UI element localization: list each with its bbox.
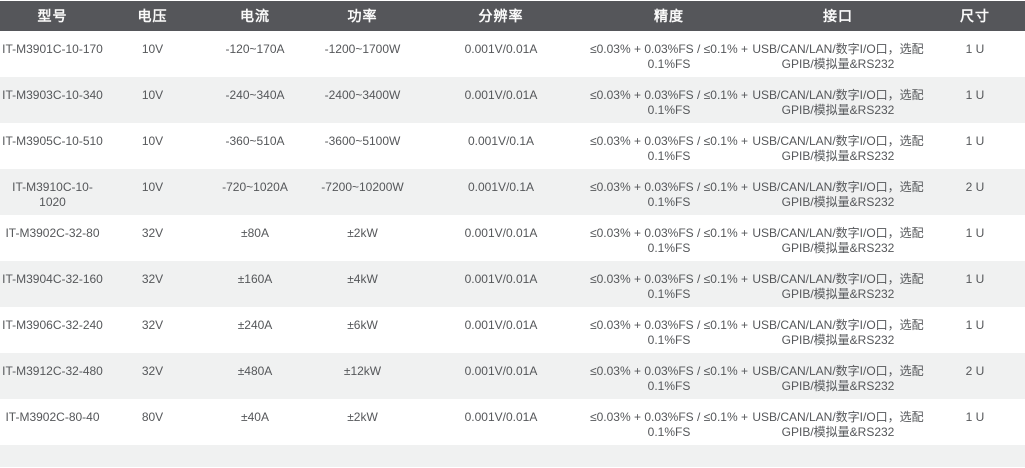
cell-accuracy: ≤0.03% + 0.03%FS / ≤0.1% + 0.1%FS (590, 364, 748, 393)
cell-accuracy: ≤0.03% + 0.03%FS / ≤0.1% + 0.1%FS (590, 318, 748, 347)
column-header-model: 型号 (0, 1, 105, 31)
cell-accuracy: ≤0.03% + 0.03%FS / ≤0.1% + 0.1%FS (590, 134, 748, 163)
table-row: IT-M3912C-32-480 32V ±480A ±12kW 0.001V/0.01… (0, 353, 1025, 399)
cell-size: 1 U (965, 272, 985, 286)
specs-table: 型号 电压 电流 功率 分辨率 精度 接口 尺寸 IT-M3901C-10-17… (0, 1, 1025, 445)
cell-resolution: 0.001V/0.01A (464, 364, 538, 378)
cell-accuracy: ≤0.03% + 0.03%FS / ≤0.1% + 0.1%FS (590, 42, 748, 71)
column-header-power: 功率 (310, 1, 415, 31)
cell-current: ±480A (237, 364, 273, 378)
cell-model: IT-M3905C-10-510 (2, 134, 103, 148)
cell-interface: USB/CAN/LAN/数字I/O口，选配GPIB/模拟量&RS232 (752, 226, 924, 255)
cell-current: ±240A (237, 318, 273, 332)
cell-accuracy: ≤0.03% + 0.03%FS / ≤0.1% + 0.1%FS (590, 226, 748, 255)
cell-interface: USB/CAN/LAN/数字I/O口，选配GPIB/模拟量&RS232 (752, 134, 924, 163)
column-header-accuracy: 精度 (587, 1, 751, 31)
cell-size: 1 U (965, 42, 985, 56)
cell-power: -1200~1700W (324, 42, 401, 56)
cell-accuracy: ≤0.03% + 0.03%FS / ≤0.1% + 0.1%FS (590, 180, 748, 209)
cell-voltage: 10V (141, 180, 164, 194)
cell-interface: USB/CAN/LAN/数字I/O口，选配GPIB/模拟量&RS232 (752, 364, 924, 393)
cell-voltage: 80V (141, 410, 164, 424)
cell-model: IT-M3906C-32-240 (2, 318, 103, 332)
column-header-current: 电流 (200, 1, 310, 31)
cell-resolution: 0.001V/0.01A (464, 42, 538, 56)
cell-resolution: 0.001V/0.1A (467, 180, 535, 194)
cell-current: ±160A (237, 272, 273, 286)
table-row: IT-M3905C-10-510 10V -360~510A -3600~5100W 0… (0, 123, 1025, 169)
cell-power: -2400~3400W (324, 88, 401, 102)
cell-power: ±2kW (347, 226, 378, 240)
table-body: IT-M3901C-10-170 10V -120~170A -1200~1700W 0… (0, 31, 1025, 445)
cell-current: -360~510A (225, 134, 285, 148)
cell-power: ±6kW (347, 318, 378, 332)
cell-accuracy: ≤0.03% + 0.03%FS / ≤0.1% + 0.1%FS (590, 88, 748, 117)
cell-accuracy: ≤0.03% + 0.03%FS / ≤0.1% + 0.1%FS (590, 410, 748, 439)
cell-interface: USB/CAN/LAN/数字I/O口，选配GPIB/模拟量&RS232 (752, 272, 924, 301)
table-row: IT-M3904C-32-160 32V ±160A ±4kW 0.001V/0.01A… (0, 261, 1025, 307)
cell-size: 1 U (965, 410, 985, 424)
table-row: IT-M3902C-32-80 32V ±80A ±2kW 0.001V/0.01A ≤0… (0, 215, 1025, 261)
cell-current: ±40A (241, 410, 269, 424)
cell-power: -7200~10200W (321, 180, 404, 194)
cell-current: -120~170A (225, 42, 285, 56)
table-row: IT-M3901C-10-170 10V -120~170A -1200~1700W 0… (0, 31, 1025, 77)
cell-voltage: 10V (141, 88, 164, 102)
cell-resolution: 0.001V/0.1A (467, 134, 535, 148)
cell-model: IT-M3902C-80-40 (5, 410, 100, 424)
cell-voltage: 32V (141, 226, 164, 240)
cell-resolution: 0.001V/0.01A (464, 226, 538, 240)
column-header-interface: 接口 (751, 1, 925, 31)
cell-size: 1 U (965, 226, 985, 240)
cell-voltage: 32V (141, 364, 164, 378)
cell-current: -720~1020A (222, 180, 288, 194)
cell-size: 2 U (965, 364, 985, 378)
cell-power: ±2kW (347, 410, 378, 424)
cell-voltage: 32V (141, 318, 164, 332)
header-row: 型号 电压 电流 功率 分辨率 精度 接口 尺寸 (0, 1, 1025, 31)
table-row: IT-M3906C-32-240 32V ±240A ±6kW 0.001V/0.01A… (0, 307, 1025, 353)
table-header: 型号 电压 电流 功率 分辨率 精度 接口 尺寸 (0, 1, 1025, 31)
cell-interface: USB/CAN/LAN/数字I/O口，选配GPIB/模拟量&RS232 (752, 410, 924, 439)
cell-power: ±4kW (347, 272, 378, 286)
cell-voltage: 32V (141, 272, 164, 286)
cell-interface: USB/CAN/LAN/数字I/O口，选配GPIB/模拟量&RS232 (752, 180, 924, 209)
cell-model: IT-M3910C-10-1020 (12, 180, 93, 209)
partial-next-row (0, 445, 1025, 467)
cell-current: ±80A (241, 226, 269, 240)
cell-accuracy: ≤0.03% + 0.03%FS / ≤0.1% + 0.1%FS (590, 272, 748, 301)
cell-size: 2 U (965, 180, 985, 194)
cell-resolution: 0.001V/0.01A (464, 88, 538, 102)
column-header-size: 尺寸 (925, 1, 1025, 31)
cell-model: IT-M3901C-10-170 (2, 42, 103, 56)
cell-voltage: 10V (141, 42, 164, 56)
table-row: IT-M3902C-80-40 80V ±40A ±2kW 0.001V/0.01A ≤0… (0, 399, 1025, 445)
cell-power: -3600~5100W (324, 134, 401, 148)
cell-model: IT-M3904C-32-160 (2, 272, 103, 286)
cell-interface: USB/CAN/LAN/数字I/O口，选配GPIB/模拟量&RS232 (752, 42, 924, 71)
cell-model: IT-M3912C-32-480 (2, 364, 103, 378)
table-row: IT-M3910C-10-1020 10V -720~1020A -7200~1020… (0, 169, 1025, 215)
cell-resolution: 0.001V/0.01A (464, 272, 538, 286)
table-row: IT-M3903C-10-340 10V -240~340A -2400~3400W 0… (0, 77, 1025, 123)
cell-current: -240~340A (225, 88, 285, 102)
column-header-resolution: 分辨率 (415, 1, 587, 31)
cell-interface: USB/CAN/LAN/数字I/O口，选配GPIB/模拟量&RS232 (752, 318, 924, 347)
cell-resolution: 0.001V/0.01A (464, 318, 538, 332)
cell-size: 1 U (965, 318, 985, 332)
cell-power: ±12kW (343, 364, 382, 378)
cell-interface: USB/CAN/LAN/数字I/O口，选配GPIB/模拟量&RS232 (752, 88, 924, 117)
cell-resolution: 0.001V/0.01A (464, 410, 538, 424)
cell-size: 1 U (965, 88, 985, 102)
cell-voltage: 10V (141, 134, 164, 148)
column-header-voltage: 电压 (105, 1, 200, 31)
cell-model: IT-M3902C-32-80 (5, 226, 100, 240)
cell-model: IT-M3903C-10-340 (2, 88, 103, 102)
cell-size: 1 U (965, 134, 985, 148)
